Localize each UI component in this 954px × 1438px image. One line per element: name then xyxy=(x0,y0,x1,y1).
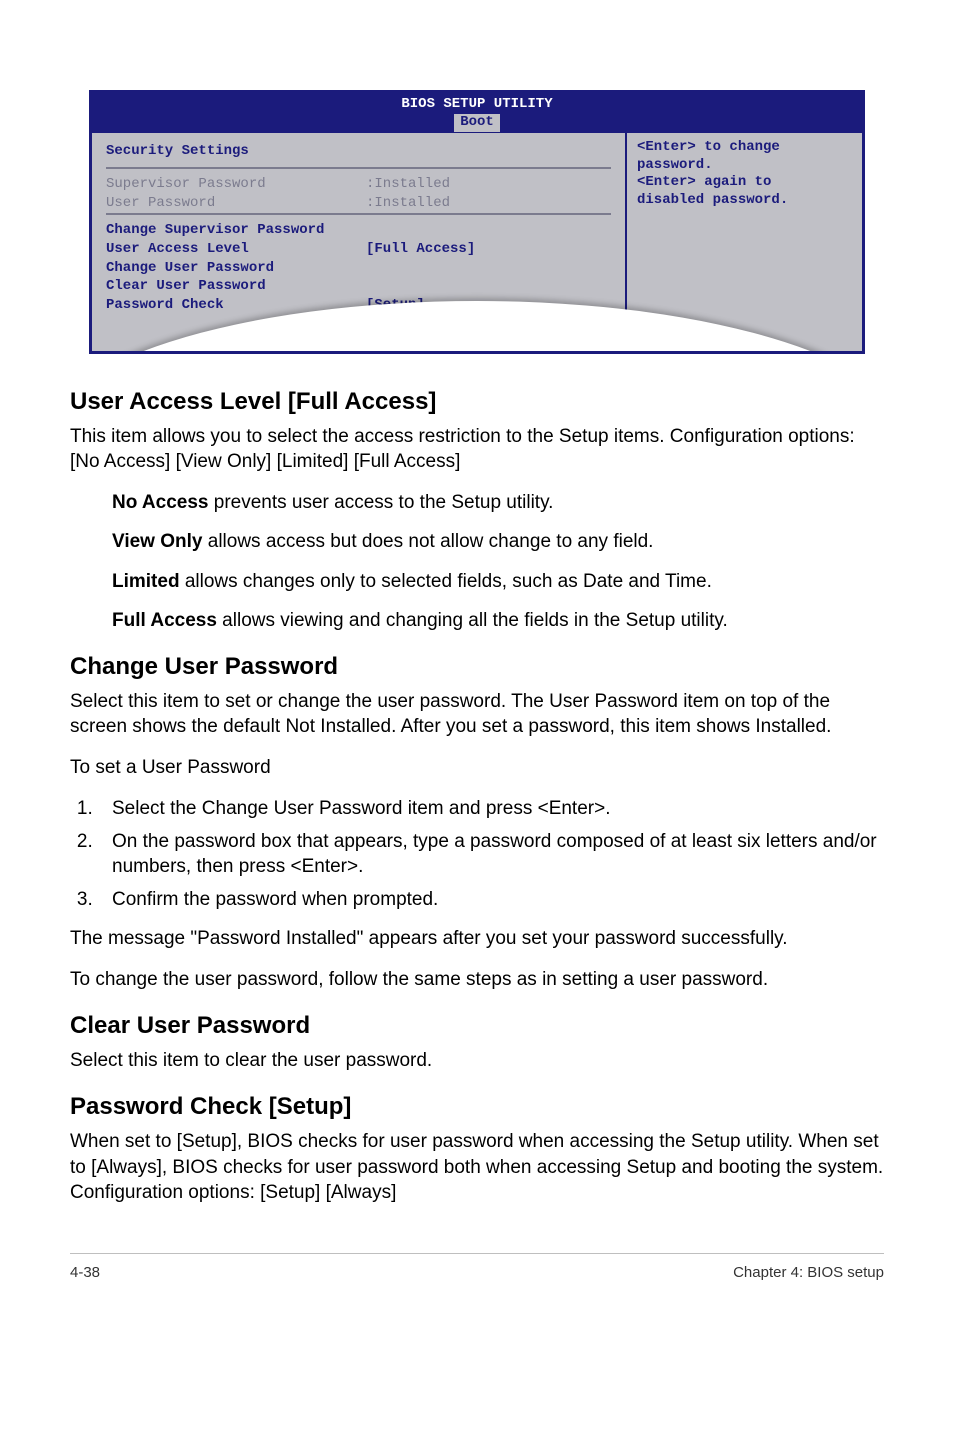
bios-title-bar: BIOS SETUP UTILITY Boot xyxy=(92,93,862,133)
bios-val: :Installed xyxy=(366,194,450,213)
bios-lbl: Supervisor Password xyxy=(106,175,366,194)
page-footer: 4-38 Chapter 4: BIOS setup xyxy=(70,1253,884,1281)
bios-help-line: <Enter> again to xyxy=(637,174,852,192)
bold-noaccess: No Access xyxy=(112,492,208,513)
bios-val: :Installed xyxy=(366,175,450,194)
bold-fullaccess: Full Access xyxy=(112,610,217,631)
bios-lbl: Change Supervisor Password xyxy=(106,221,366,240)
para-cup-1: Select this item to set or change the us… xyxy=(70,689,884,739)
footer-chapter: Chapter 4: BIOS setup xyxy=(733,1264,884,1281)
para-viewonly: View Only allows access but does not all… xyxy=(70,529,884,554)
heading-user-access-level: User Access Level [Full Access] xyxy=(70,388,884,416)
text-viewonly: allows access but does not allow change … xyxy=(202,531,653,552)
bold-limited: Limited xyxy=(112,571,180,592)
para-noaccess: No Access prevents user access to the Se… xyxy=(70,490,884,515)
para-clear-1: Select this item to clear the user passw… xyxy=(70,1048,884,1073)
para-cup-4: To change the user password, follow the … xyxy=(70,967,884,992)
bios-sec-heading: Security Settings xyxy=(106,139,611,167)
bios-help-line: disabled password. xyxy=(637,192,852,210)
bios-row-user-pw: User Password :Installed xyxy=(106,194,611,213)
para-fullaccess: Full Access allows viewing and changing … xyxy=(70,608,884,633)
step-2: On the password box that appears, type a… xyxy=(98,829,884,879)
bios-val: [Full Access] xyxy=(366,240,475,259)
steps-set-user-pw: Select the Change User Password item and… xyxy=(70,796,884,912)
text-limited: allows changes only to selected fields, … xyxy=(180,571,712,592)
page-container: BIOS SETUP UTILITY Boot Security Setting… xyxy=(0,0,954,1321)
bios-box: BIOS SETUP UTILITY Boot Security Setting… xyxy=(89,90,865,354)
bios-help-line: <Enter> to change xyxy=(637,139,852,157)
heading-change-user-pw: Change User Password xyxy=(70,653,884,681)
bios-divider-1 xyxy=(106,167,611,169)
para-pwc-1: When set to [Setup], BIOS checks for use… xyxy=(70,1129,884,1179)
bios-row-change-sup: Change Supervisor Password xyxy=(106,221,611,240)
para-ual-desc: This item allows you to select the acces… xyxy=(70,424,884,474)
para-pwc-2: Configuration options: [Setup] [Always] xyxy=(70,1180,884,1205)
bios-title: BIOS SETUP UTILITY xyxy=(401,96,552,112)
bios-lbl: User Password xyxy=(106,194,366,213)
text-noaccess: prevents user access to the Setup utilit… xyxy=(208,492,553,513)
bios-lbl: Clear User Password xyxy=(106,277,366,296)
bios-divider-2 xyxy=(106,213,611,215)
bold-viewonly: View Only xyxy=(112,531,202,552)
step-3: Confirm the password when prompted. xyxy=(98,887,884,912)
heading-pw-check: Password Check [Setup] xyxy=(70,1093,884,1121)
bios-lbl: Change User Password xyxy=(106,259,366,278)
para-cup-3: The message "Password Installed" appears… xyxy=(70,926,884,951)
para-cup-2: To set a User Password xyxy=(70,755,884,780)
bios-help-line: password. xyxy=(637,157,852,175)
footer-page-number: 4-38 xyxy=(70,1264,100,1281)
bios-lbl: User Access Level xyxy=(106,240,366,259)
heading-clear-user-pw: Clear User Password xyxy=(70,1012,884,1040)
bios-row-access-level: User Access Level [Full Access] xyxy=(106,240,611,259)
step-1: Select the Change User Password item and… xyxy=(98,796,884,821)
text-fullaccess: allows viewing and changing all the fiel… xyxy=(217,610,728,631)
bios-screenshot: BIOS SETUP UTILITY Boot Security Setting… xyxy=(89,90,865,354)
bios-row-clear-user: Clear User Password xyxy=(106,277,611,296)
bios-row-sup-pw: Supervisor Password :Installed xyxy=(106,175,611,194)
bios-row-change-user: Change User Password xyxy=(106,259,611,278)
bios-tab-boot: Boot xyxy=(454,114,500,133)
para-limited: Limited allows changes only to selected … xyxy=(70,569,884,594)
